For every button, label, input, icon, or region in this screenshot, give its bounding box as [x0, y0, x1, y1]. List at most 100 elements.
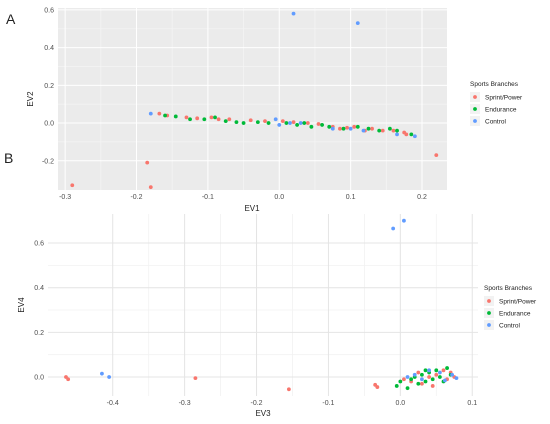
x-tick-label: 0.0	[274, 194, 284, 201]
point-control	[450, 372, 455, 377]
point-sprint-power	[416, 370, 421, 375]
point-sprint-power	[263, 119, 267, 124]
point-endurance	[434, 368, 439, 373]
y-tick-label: 0.2	[44, 83, 54, 90]
point-control	[361, 128, 366, 133]
point-endurance	[173, 114, 178, 119]
point-control	[291, 11, 296, 16]
point-control	[454, 376, 459, 381]
point-endurance	[416, 381, 421, 386]
point-sprint-power	[209, 115, 214, 120]
point-control	[288, 121, 292, 125]
legend-label: Endurance	[499, 310, 531, 317]
point-control	[391, 226, 396, 231]
plot-area-b	[48, 214, 478, 396]
point-endurance	[445, 366, 449, 370]
point-endurance	[241, 121, 246, 125]
y-tick-label: 0.4	[44, 45, 54, 52]
point-endurance	[284, 121, 289, 125]
point-sprint-power	[291, 120, 296, 125]
point-sprint-power	[370, 126, 374, 131]
point-endurance	[302, 121, 307, 125]
point-endurance	[437, 375, 442, 379]
point-endurance	[409, 377, 414, 382]
tick-labels-a: -0.3 -0.2 -0.1 0.0 0.1 0.2 -0.2 0.0 0.2 0.4 0.6	[42, 7, 427, 201]
y-axis-title-b: EV4	[17, 297, 26, 313]
point-control	[298, 121, 303, 125]
point-sprint-power	[391, 128, 396, 133]
x-tick-label: -0.1	[202, 194, 214, 201]
point-sprint-power	[434, 372, 439, 377]
grid-b	[48, 214, 478, 396]
point-endurance	[398, 379, 403, 384]
point-control	[412, 372, 417, 377]
point-control	[405, 375, 410, 379]
point-sprint-power	[338, 126, 342, 131]
point-sprint-power	[286, 387, 291, 392]
panel-label-a: A	[6, 11, 16, 27]
point-endurance	[423, 368, 428, 373]
point-endurance	[409, 132, 414, 137]
point-endurance	[295, 123, 300, 127]
x-tick-label: -0.2	[250, 400, 262, 407]
point-endurance	[255, 120, 260, 125]
point-sprint-power	[280, 119, 285, 124]
point-sprint-power	[70, 183, 75, 188]
point-sprint-power	[352, 124, 357, 129]
point-endurance	[213, 115, 217, 120]
point-sprint-power	[441, 368, 446, 373]
point-endurance	[423, 379, 428, 384]
point-endurance	[377, 128, 382, 133]
point-sprint-power	[380, 128, 385, 133]
point-endurance	[234, 120, 239, 125]
point-endurance	[394, 384, 399, 388]
point-sprint-power	[195, 116, 200, 121]
point-endurance	[266, 121, 271, 125]
x-tick-label: -0.3	[59, 194, 71, 201]
x-tick-label: -0.1	[322, 400, 334, 407]
point-control	[273, 117, 278, 122]
x-tick-label: -0.2	[130, 194, 142, 201]
plot-area-a	[58, 8, 447, 190]
point-endurance	[188, 117, 192, 122]
chart-panel-a: -0.3 -0.2 -0.1 0.0 0.1 0.2 -0.2 0.0 0.2 0.4 0.6 EV…	[26, 7, 523, 213]
legend-key-marker	[473, 95, 477, 99]
legend-key-marker	[487, 311, 491, 315]
point-sprint-power	[404, 132, 409, 137]
point-control	[420, 377, 424, 382]
point-endurance	[355, 124, 360, 129]
legend-label: Sprint/Power	[485, 94, 523, 101]
point-sprint-power	[427, 375, 432, 379]
point-sprint-power	[184, 115, 189, 120]
point-sprint-power	[145, 160, 150, 165]
y-tick-label: 0.6	[34, 241, 44, 248]
chart-panel-b: -0.4 -0.3 -0.2 -0.1 0.0 0.1 0.0 0.2 0.4 0.6 EV3 E…	[17, 214, 537, 418]
legend-key-marker	[473, 107, 477, 111]
x-tick-label: 0.0	[395, 400, 405, 407]
x-tick-label: -0.3	[179, 400, 191, 407]
y-tick-label: 0.6	[44, 7, 54, 14]
point-control	[330, 126, 335, 131]
point-control	[100, 371, 104, 376]
point-control	[437, 370, 442, 375]
legend-key-marker	[487, 323, 491, 327]
point-control	[427, 368, 432, 373]
point-control	[277, 123, 282, 127]
point-endurance	[420, 372, 424, 377]
y-tick-label: 0.2	[34, 330, 44, 337]
point-sprint-power	[316, 122, 321, 126]
legend-title: Sports Branches	[484, 285, 533, 292]
y-axis-title-a: EV2	[26, 91, 35, 107]
point-endurance	[405, 386, 410, 391]
y-tick-label: 0.0	[34, 375, 44, 382]
point-endurance	[202, 117, 207, 122]
grid-a	[58, 8, 447, 190]
point-endurance	[163, 113, 167, 118]
y-tick-label: 0.0	[44, 121, 54, 128]
point-sprint-power	[345, 125, 349, 130]
legend-a: Sports Branches Sprint/Power Endurance Cont…	[470, 81, 523, 126]
panel-label-b: B	[4, 150, 13, 166]
x-axis-title-a: EV1	[244, 204, 260, 213]
point-control	[148, 111, 153, 116]
